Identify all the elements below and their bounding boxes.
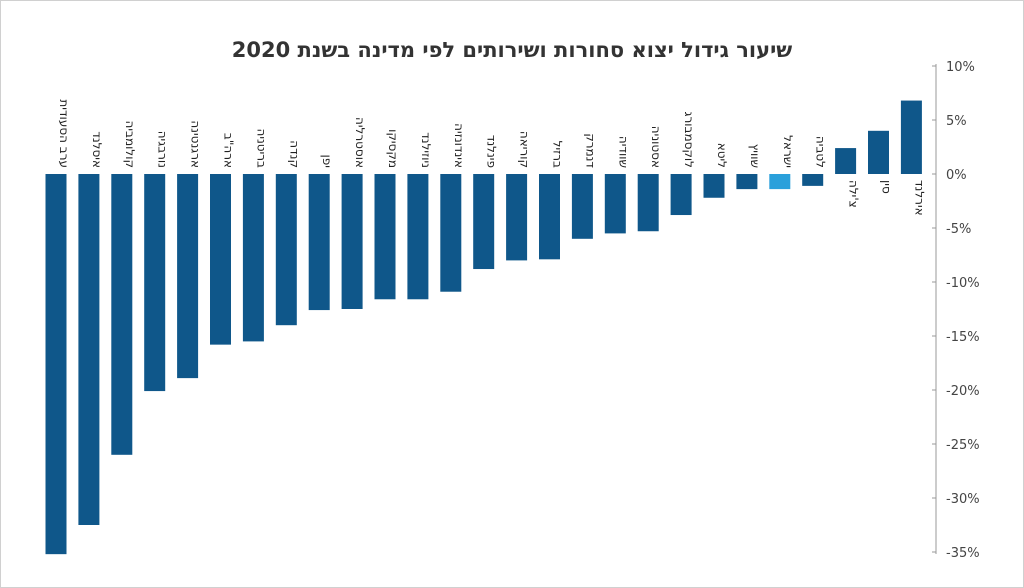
bar-5 (177, 174, 199, 379)
category-label: אסטוניה (649, 126, 663, 168)
bar-26 (868, 130, 889, 174)
bar-25 (835, 148, 857, 174)
category-label: קולומביה (123, 121, 137, 168)
category-label: יפן (320, 155, 334, 168)
category-label: שוודיה (616, 136, 630, 168)
y-tick-label: 5% (946, 114, 967, 129)
bar-8 (275, 174, 297, 326)
y-tick-label: -10% (946, 276, 980, 291)
category-label: אירלנד (912, 180, 926, 216)
category-label: פינלנד (485, 135, 499, 168)
bar-12 (407, 174, 429, 300)
bar-18 (604, 174, 626, 234)
bar-22 (736, 174, 758, 190)
category-label: ארגנטינה (189, 120, 203, 168)
category-label: קוריאה (518, 131, 532, 168)
category-label: בריטניה (254, 128, 268, 168)
category-label: לוקסמבורג (682, 112, 696, 168)
y-tick-label: -25% (946, 438, 980, 453)
bar-27 (900, 100, 922, 174)
y-tick-label: 10% (946, 60, 975, 75)
bar-20 (670, 174, 692, 216)
bar-7 (242, 174, 264, 342)
bar-4 (144, 174, 166, 392)
category-label: ברזיל (551, 141, 565, 168)
category-label: דנמרק (583, 133, 597, 168)
chart-title: שיעור גידול יצוא סחורות ושירותים לפי מדי… (231, 38, 793, 62)
category-label: איסלנד (90, 131, 104, 168)
y-tick-label: -35% (946, 546, 980, 561)
category-label: ניוזילנד (419, 132, 433, 168)
category-label: אינדונזיה (452, 123, 466, 168)
bar-17 (571, 174, 593, 239)
category-label: ישראל (781, 135, 795, 168)
y-tick-label: -5% (946, 222, 971, 237)
bar-2 (78, 174, 100, 525)
bar-1 (45, 174, 67, 555)
bar-21 (703, 174, 725, 198)
bar-6 (210, 174, 231, 345)
category-label: נורבגיה (156, 131, 170, 168)
category-label: סין (880, 180, 894, 194)
bar-10 (341, 174, 363, 309)
bar-13 (440, 174, 462, 292)
category-label: מקסיקו (386, 129, 400, 168)
bar-9 (308, 174, 330, 311)
bar-19 (637, 174, 659, 232)
y-tick-label: -15% (946, 330, 980, 345)
category-label: לטביה (814, 136, 828, 168)
y-tick-label: 0% (946, 168, 967, 183)
bar-3 (111, 174, 133, 455)
bar-16 (539, 174, 560, 260)
category-label: ערב הסעודית (57, 99, 71, 168)
bar-11 (374, 174, 396, 300)
y-tick-label: -20% (946, 384, 980, 399)
bar-23 (769, 174, 791, 190)
category-label: שוויץ (748, 144, 762, 168)
bar-15 (506, 174, 528, 261)
category-label: קנדה (287, 140, 301, 168)
bar-24 (802, 174, 824, 186)
category-label: צ'ילה (847, 180, 861, 208)
category-label: ליטא (715, 143, 729, 168)
category-label: ארה"ב (222, 133, 236, 168)
category-label: אוסטרליה (353, 117, 367, 168)
bar-14 (473, 174, 495, 270)
y-tick-label: -30% (946, 492, 980, 507)
